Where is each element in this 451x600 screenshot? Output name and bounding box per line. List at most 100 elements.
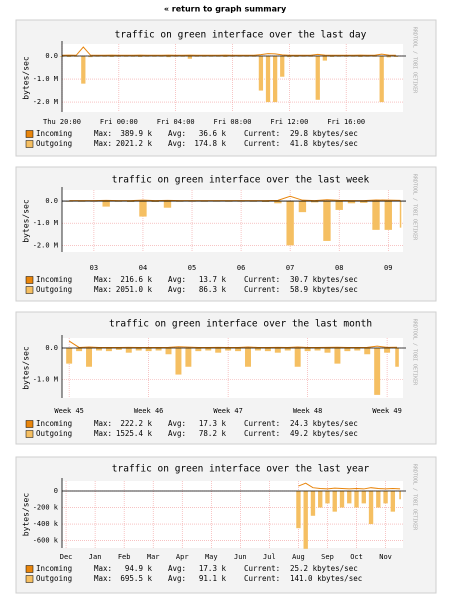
traffic-bar <box>274 201 282 204</box>
stat-label: Current: <box>244 419 280 428</box>
stat-label: Avg: <box>168 139 186 148</box>
y-tick-label: -1.0 M <box>33 219 58 227</box>
stat-current: 29.8 kbytes/sec <box>290 129 358 138</box>
stat-label: Max: <box>94 129 112 138</box>
traffic-bar <box>368 490 374 525</box>
stat-avg: 13.7 k <box>199 275 227 284</box>
stat-max: 2051.0 k <box>116 285 153 294</box>
legend-name: Outgoing <box>36 429 72 438</box>
x-tick-label: May <box>205 553 218 561</box>
graph-panel: traffic on green interface over the last… <box>15 456 437 594</box>
legend-name: Outgoing <box>36 139 72 148</box>
y-tick-label: 0.0 <box>45 197 58 205</box>
stat-current: 24.3 kbytes/sec <box>290 419 358 428</box>
traffic-bar <box>225 348 232 351</box>
return-link[interactable]: « return to graph summary <box>164 5 287 14</box>
graph-panel: traffic on green interface over the last… <box>15 166 437 302</box>
traffic-bar <box>315 55 320 100</box>
legend-name: Incoming <box>36 275 72 284</box>
x-tick-label: Jul <box>263 553 276 561</box>
stat-label: Avg: <box>168 419 186 428</box>
stat-current: 41.8 kbytes/sec <box>290 139 358 148</box>
traffic-bar <box>314 348 321 351</box>
traffic-line <box>61 46 396 56</box>
x-tick-label: Nov <box>379 553 392 561</box>
stat-avg: 36.6 k <box>199 129 227 138</box>
traffic-bar <box>223 55 228 57</box>
traffic-bar <box>334 348 341 364</box>
stat-label: Avg: <box>168 129 186 138</box>
traffic-bar <box>344 348 351 352</box>
graph-panel: traffic on green interface over the last… <box>15 19 437 157</box>
graph-title: traffic on green interface over the last… <box>112 464 370 475</box>
legend-swatch <box>25 286 34 294</box>
legend-swatch <box>25 575 34 583</box>
x-tick-label: 07 <box>286 264 294 272</box>
traffic-bar <box>125 348 132 353</box>
traffic-bar <box>272 55 278 103</box>
traffic-bar <box>296 490 301 529</box>
x-tick-label: Dec <box>60 553 73 561</box>
traffic-bar <box>304 348 311 352</box>
stat-avg: 86.3 k <box>199 285 227 294</box>
stat-label: Max: <box>94 275 112 284</box>
traffic-bar <box>393 55 399 57</box>
traffic-bar <box>215 348 222 353</box>
y-axis-label: bytes/sec <box>22 199 31 243</box>
stat-max: 2021.2 k <box>116 139 153 148</box>
traffic-bar <box>264 348 271 352</box>
stat-current: 30.7 kbytes/sec <box>290 275 358 284</box>
traffic-bar <box>322 55 327 61</box>
stat-label: Current: <box>244 129 280 138</box>
traffic-bar <box>86 348 93 367</box>
stat-current: 25.2 kbytes/sec <box>290 564 358 573</box>
legend-swatch <box>25 430 34 438</box>
traffic-bar <box>324 348 331 353</box>
x-tick-label: Fri 12:00 <box>270 118 308 126</box>
y-axis-label: bytes/sec <box>22 346 31 390</box>
graph-panel: traffic on green interface over the last… <box>15 311 437 445</box>
graph-title: traffic on green interface over the last… <box>109 319 372 330</box>
watermark: RRDTOOL / TOBI OETIKER <box>412 319 418 386</box>
traffic-bar <box>347 490 352 504</box>
legend-name: Incoming <box>36 564 72 573</box>
traffic-bar <box>66 55 72 57</box>
stat-max: 389.9 k <box>120 129 152 138</box>
traffic-bar <box>364 348 371 355</box>
plot-bg <box>62 190 403 252</box>
traffic-bar <box>155 348 162 351</box>
stat-label: Max: <box>94 285 112 294</box>
traffic-bar <box>175 348 182 375</box>
traffic-bar <box>127 201 135 202</box>
traffic-bar <box>261 201 270 202</box>
traffic-bar <box>395 348 399 367</box>
x-tick-label: Fri 00:00 <box>100 118 138 126</box>
x-tick-label: Week 49 <box>372 407 402 415</box>
traffic-bar <box>284 348 291 351</box>
y-tick-label: 0.0 <box>45 344 58 352</box>
traffic-bar <box>274 348 281 353</box>
stat-max: 695.5 k <box>120 574 152 583</box>
traffic-bar <box>151 201 159 202</box>
watermark: RRDTOOL / TOBI OETIKER <box>412 464 418 531</box>
x-tick-label: Week 47 <box>213 407 243 415</box>
traffic-bar <box>76 348 83 352</box>
stat-label: Current: <box>244 429 280 438</box>
x-tick-label: Fri 04:00 <box>157 118 195 126</box>
traffic-bar <box>347 201 356 204</box>
y-tick-label: 0 <box>54 487 58 495</box>
stat-avg: 91.1 k <box>199 574 227 583</box>
x-tick-label: 05 <box>188 264 196 272</box>
traffic-bar <box>386 55 391 58</box>
x-tick-label: Apr <box>176 553 189 561</box>
traffic-line <box>68 340 398 349</box>
traffic-bar <box>81 55 86 84</box>
stat-max: 216.6 k <box>120 275 152 284</box>
x-tick-label: 08 <box>335 264 343 272</box>
traffic-bar <box>115 348 122 350</box>
traffic-bar <box>102 201 110 207</box>
legend-swatch <box>25 276 34 284</box>
x-tick-label: 09 <box>384 264 392 272</box>
traffic-bar <box>384 348 391 353</box>
traffic-bar <box>163 201 172 208</box>
